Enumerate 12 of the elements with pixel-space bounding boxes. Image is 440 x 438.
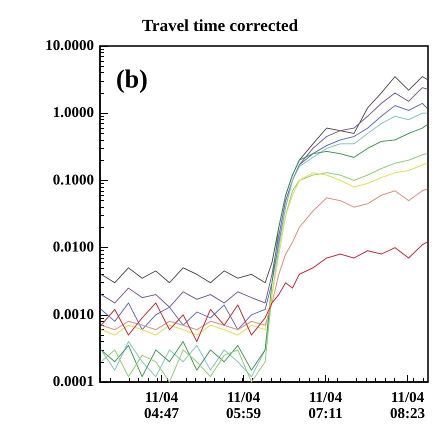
y-tick-label: 1.0000: [52, 105, 94, 122]
y-tick-label: 0.1000: [52, 172, 94, 188]
y-tick-label: 0.0100: [52, 240, 94, 256]
annotation: (b): [116, 64, 148, 94]
x-tick-label: 11/04 08:23: [390, 390, 425, 422]
chart-title: Travel time corrected: [142, 16, 299, 35]
y-tick-label: 0.0010: [52, 306, 94, 323]
x-tick-label: 11/04 05:59: [226, 390, 261, 422]
x-tick-label: 11/04 04:47: [144, 390, 180, 422]
x-tick-label: 11/04 07:11: [308, 390, 343, 422]
y-tick-label: 0.0001: [52, 374, 94, 390]
y-tick-label: 10.0000: [45, 38, 94, 54]
